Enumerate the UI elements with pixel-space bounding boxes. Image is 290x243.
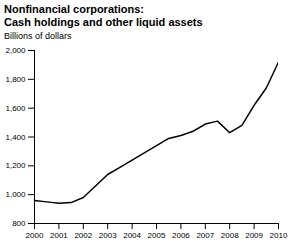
svg-text:2002: 2002	[74, 231, 92, 240]
svg-text:2008: 2008	[221, 231, 239, 240]
svg-text:1,400: 1,400	[5, 133, 26, 142]
html-text:Cash holdings and other liquid: Cash holdings and other liquid assets	[4, 16, 203, 28]
svg-text:2,000: 2,000	[5, 46, 26, 55]
svg-text:2009: 2009	[245, 231, 263, 240]
svg-text:1,600: 1,600	[5, 104, 26, 113]
svg-text:2001: 2001	[50, 231, 68, 240]
html-text:Billions of dollars: Billions of dollars	[4, 31, 72, 41]
svg-text:2006: 2006	[172, 231, 190, 240]
svg-text:2007: 2007	[196, 231, 214, 240]
svg-text:1,000: 1,000	[5, 190, 26, 199]
svg-text:2005: 2005	[148, 231, 166, 240]
svg-text:1,800: 1,800	[5, 75, 26, 84]
svg-text:2004: 2004	[123, 231, 141, 240]
svg-text:1,200: 1,200	[5, 161, 26, 170]
svg-text:2003: 2003	[99, 231, 117, 240]
svg-text:800: 800	[12, 219, 26, 228]
svg-text:2010: 2010	[270, 231, 288, 240]
html-text:Nonfinancial corporations:: Nonfinancial corporations:	[4, 3, 144, 15]
svg-text:2000: 2000	[26, 231, 44, 240]
